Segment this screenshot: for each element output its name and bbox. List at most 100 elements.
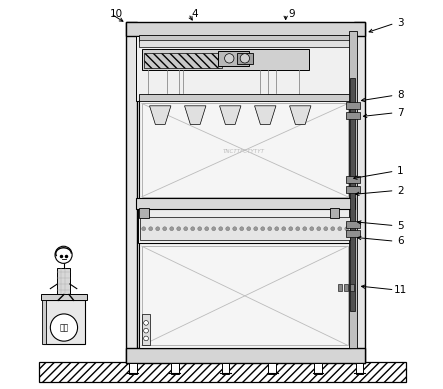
- Circle shape: [261, 227, 264, 231]
- Text: 3: 3: [397, 18, 404, 28]
- Circle shape: [296, 227, 299, 231]
- Circle shape: [184, 227, 188, 231]
- Bar: [338, 284, 342, 291]
- Circle shape: [198, 227, 202, 231]
- Text: 抽风: 抽风: [59, 324, 69, 333]
- Bar: [41, 294, 87, 300]
- Bar: [354, 22, 365, 363]
- Bar: [330, 208, 339, 218]
- Circle shape: [144, 321, 148, 325]
- Bar: [129, 363, 137, 374]
- Circle shape: [240, 227, 244, 231]
- Bar: [140, 217, 350, 240]
- Bar: [126, 348, 365, 363]
- Bar: [237, 53, 253, 64]
- Text: 7: 7: [397, 108, 404, 118]
- Circle shape: [149, 227, 153, 231]
- Bar: [346, 112, 360, 119]
- Text: 9: 9: [288, 9, 295, 19]
- Circle shape: [303, 227, 307, 231]
- Bar: [218, 51, 249, 66]
- Polygon shape: [290, 106, 311, 124]
- Circle shape: [156, 227, 159, 231]
- Circle shape: [233, 227, 237, 231]
- Bar: [171, 363, 179, 374]
- Circle shape: [310, 227, 314, 231]
- Circle shape: [219, 227, 223, 231]
- Bar: [139, 100, 351, 200]
- Bar: [42, 300, 47, 344]
- Bar: [136, 198, 354, 209]
- Polygon shape: [185, 106, 206, 124]
- Bar: [268, 363, 276, 374]
- Circle shape: [268, 227, 272, 231]
- Bar: [314, 363, 322, 374]
- Bar: [350, 284, 354, 291]
- Circle shape: [317, 227, 321, 231]
- Circle shape: [338, 227, 342, 231]
- Bar: [138, 208, 352, 243]
- Bar: [57, 268, 70, 294]
- Circle shape: [331, 227, 335, 231]
- Bar: [346, 176, 360, 183]
- Circle shape: [177, 227, 181, 231]
- Circle shape: [144, 336, 148, 341]
- Bar: [222, 363, 229, 374]
- Bar: [144, 53, 222, 68]
- Circle shape: [240, 54, 249, 63]
- Text: 10: 10: [110, 9, 123, 19]
- Bar: [349, 31, 357, 348]
- Circle shape: [226, 227, 229, 231]
- Bar: [136, 35, 354, 348]
- Bar: [136, 36, 354, 101]
- Bar: [346, 221, 360, 228]
- Polygon shape: [220, 106, 241, 124]
- Circle shape: [247, 227, 251, 231]
- Circle shape: [144, 328, 148, 333]
- Circle shape: [324, 227, 328, 231]
- Polygon shape: [150, 106, 171, 124]
- Bar: [39, 362, 406, 382]
- Text: 4: 4: [191, 9, 198, 19]
- Text: 5: 5: [397, 221, 404, 231]
- Circle shape: [254, 227, 258, 231]
- Circle shape: [275, 227, 279, 231]
- Bar: [139, 243, 351, 348]
- Bar: [139, 94, 351, 101]
- Bar: [43, 300, 85, 344]
- Polygon shape: [255, 106, 276, 124]
- Circle shape: [212, 227, 216, 231]
- Circle shape: [142, 227, 146, 231]
- Circle shape: [345, 227, 349, 231]
- Bar: [344, 284, 348, 291]
- Bar: [126, 22, 137, 363]
- Bar: [126, 22, 365, 36]
- Bar: [139, 208, 149, 218]
- Text: TNCTTFCTYTYT: TNCTTFCTYTYT: [223, 149, 265, 154]
- Circle shape: [191, 227, 194, 231]
- Circle shape: [51, 314, 78, 341]
- Circle shape: [289, 227, 293, 231]
- Circle shape: [163, 227, 167, 231]
- Bar: [142, 246, 348, 345]
- Bar: [142, 314, 150, 345]
- Circle shape: [170, 227, 174, 231]
- Bar: [350, 78, 355, 311]
- Circle shape: [225, 54, 234, 63]
- Text: 6: 6: [397, 236, 404, 246]
- Bar: [142, 49, 309, 70]
- Text: 11: 11: [394, 285, 407, 295]
- Text: 1: 1: [397, 166, 404, 176]
- Bar: [142, 103, 348, 197]
- Text: 2: 2: [397, 186, 404, 196]
- Bar: [346, 230, 360, 237]
- Bar: [346, 102, 360, 109]
- Bar: [356, 363, 364, 374]
- Circle shape: [55, 246, 72, 263]
- Bar: [139, 40, 351, 47]
- Text: 8: 8: [397, 90, 404, 100]
- Bar: [346, 186, 360, 193]
- Circle shape: [282, 227, 286, 231]
- Circle shape: [205, 227, 209, 231]
- Bar: [139, 35, 351, 41]
